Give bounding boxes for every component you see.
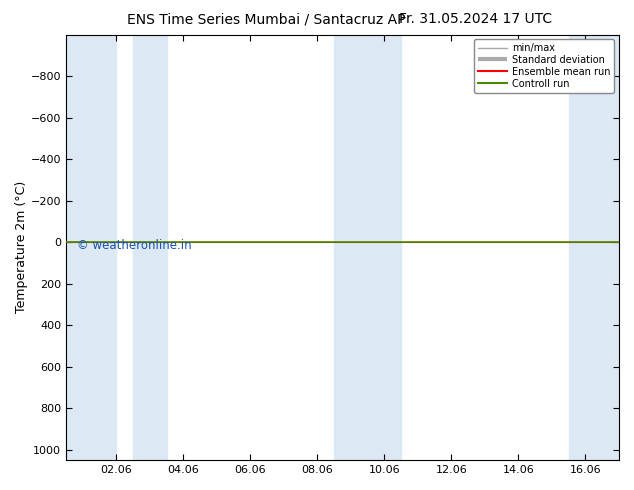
Bar <box>334 35 401 460</box>
Legend: min/max, Standard deviation, Ensemble mean run, Controll run: min/max, Standard deviation, Ensemble me… <box>474 40 614 93</box>
Bar <box>569 35 619 460</box>
Y-axis label: Temperature 2m (°C): Temperature 2m (°C) <box>15 181 28 314</box>
Bar <box>133 35 167 460</box>
Text: Fr. 31.05.2024 17 UTC: Fr. 31.05.2024 17 UTC <box>399 12 552 26</box>
Text: ENS Time Series Mumbai / Santacruz AP: ENS Time Series Mumbai / Santacruz AP <box>127 12 406 26</box>
Bar <box>66 35 117 460</box>
Text: © weatheronline.in: © weatheronline.in <box>77 239 192 252</box>
